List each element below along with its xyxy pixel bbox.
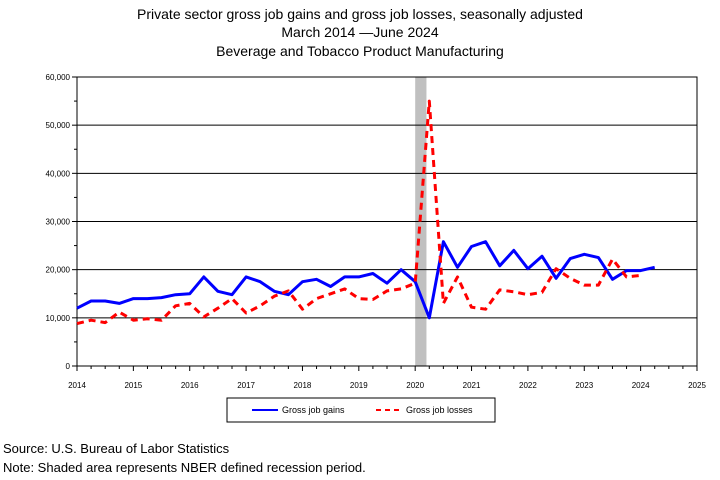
series-line-gains xyxy=(76,240,656,320)
y-tick-label: 10,000 xyxy=(46,314,71,323)
y-tick-label: 40,000 xyxy=(46,169,71,178)
legend-label-losses: Gross job losses xyxy=(406,405,473,415)
x-tick-label: 2020 xyxy=(406,381,424,390)
x-tick-label: 2018 xyxy=(294,381,312,390)
chart-title: Private sector gross job gains and gross… xyxy=(137,6,583,22)
y-tick-label: 0 xyxy=(66,362,71,371)
x-tick-label: 2017 xyxy=(237,381,255,390)
x-tick-label: 2016 xyxy=(181,381,199,390)
x-tick-label: 2015 xyxy=(124,381,142,390)
series-lines xyxy=(76,99,656,326)
x-tick-label: 2014 xyxy=(68,381,86,390)
source-note: Source: U.S. Bureau of Labor Statistics xyxy=(3,441,230,456)
legend: Gross job gains Gross job losses xyxy=(226,397,496,423)
y-tick-label: 30,000 xyxy=(46,218,71,227)
y-tick-label: 50,000 xyxy=(46,121,71,130)
y-tick-label: 20,000 xyxy=(46,266,71,275)
axes: 0 10,000 20,000 30,000 40,000 50,000 60,000 201… xyxy=(46,73,707,390)
chart-industry: Beverage and Tobacco Product Manufacturi… xyxy=(216,43,504,59)
x-tick-label: 2022 xyxy=(519,381,537,390)
chart-subtitle: March 2014 —June 2024 xyxy=(281,24,439,40)
x-tick-label: 2025 xyxy=(688,381,706,390)
x-tick-label: 2023 xyxy=(575,381,593,390)
y-tick-label: 60,000 xyxy=(46,73,71,82)
x-tick-label: 2021 xyxy=(463,381,481,390)
recession-note: Note: Shaded area represents NBER define… xyxy=(3,460,366,475)
legend-label-gains: Gross job gains xyxy=(282,405,345,415)
x-tick-label: 2024 xyxy=(632,381,650,390)
x-tick-label: 2019 xyxy=(350,381,368,390)
series-line-losses xyxy=(76,99,641,326)
